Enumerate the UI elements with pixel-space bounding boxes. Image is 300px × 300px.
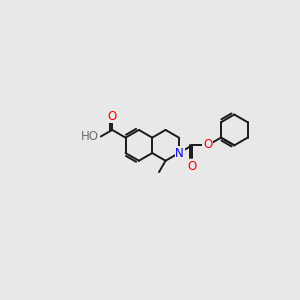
- Text: N: N: [175, 146, 184, 160]
- Text: HO: HO: [81, 130, 99, 143]
- Text: O: O: [188, 160, 197, 173]
- Text: O: O: [108, 110, 117, 123]
- Text: O: O: [203, 138, 212, 151]
